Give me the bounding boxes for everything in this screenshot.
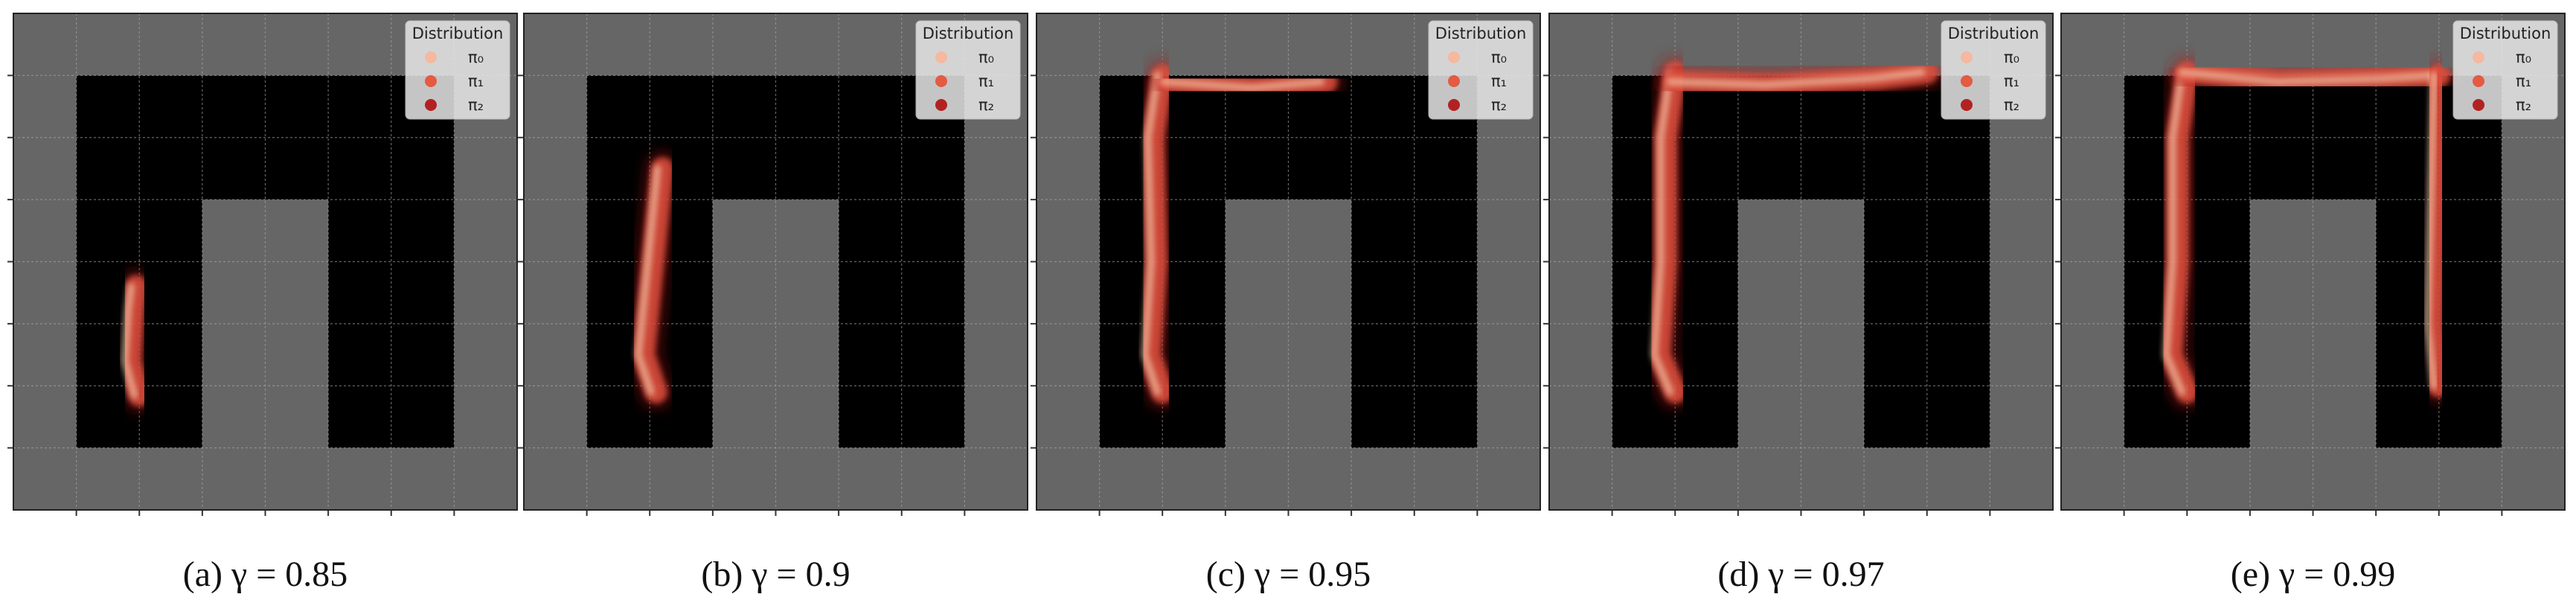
- caption: (a) γ = 0.85: [183, 555, 348, 594]
- legend-box: [2452, 20, 2558, 120]
- legend-label: π₁: [1491, 72, 1507, 90]
- trail-mid: [1138, 64, 1174, 403]
- legend-box: [405, 20, 510, 120]
- legend-label: π₀: [1491, 48, 1507, 66]
- legend-label: π₂: [2004, 96, 2019, 114]
- caption: (e) γ = 0.99: [2231, 555, 2396, 594]
- legend-title: Distribution: [412, 25, 504, 42]
- legend-marker: [425, 99, 437, 111]
- trail-light: [121, 282, 138, 399]
- maze-floor: [586, 75, 965, 448]
- legend-label: π₂: [1491, 96, 1507, 114]
- trail-light: [2423, 71, 2438, 390]
- legend-label: π₀: [2004, 48, 2019, 66]
- trail-mid: [118, 275, 151, 406]
- legend-label: π₁: [2004, 72, 2019, 90]
- legend-label: π₁: [468, 72, 484, 90]
- legend-label: π₁: [2516, 72, 2531, 90]
- frame: [1548, 13, 2054, 511]
- panel: Distribution π₀ π₁ π₂: [518, 13, 1028, 516]
- legend-marker: [425, 51, 437, 63]
- legend-box: [1428, 20, 1534, 120]
- legend-marker: [2473, 75, 2484, 87]
- frame: [523, 13, 1028, 511]
- frame: [1036, 13, 1541, 511]
- maze-floor: [2124, 75, 2502, 448]
- legend-title: Distribution: [1435, 25, 1527, 42]
- maze-floor: [1099, 75, 1478, 448]
- legend-label: π₀: [978, 48, 994, 66]
- legend-label: π₀: [2516, 48, 2531, 66]
- trail-mid: [632, 157, 674, 403]
- legend-marker: [2473, 51, 2484, 63]
- caption: (c) γ = 0.95: [1206, 555, 1371, 594]
- frame: [2060, 13, 2566, 511]
- legend-title: Distribution: [1948, 25, 2040, 42]
- legend-marker: [935, 99, 947, 111]
- maze-floor: [76, 75, 455, 448]
- trail-mid: [1648, 61, 1687, 403]
- legend-label: π₁: [978, 72, 994, 90]
- legend-marker: [2473, 99, 2484, 111]
- caption: (d) γ = 0.97: [1717, 555, 1884, 594]
- maze-floor: [1612, 75, 1990, 448]
- trail-mid: [2160, 61, 2199, 403]
- frame: [13, 13, 518, 511]
- legend-box: [915, 20, 1021, 120]
- legend-marker: [1961, 99, 1973, 111]
- trail-light: [1141, 71, 1162, 396]
- legend-label: π₂: [2516, 96, 2531, 114]
- legend-label: π₀: [468, 48, 484, 66]
- legend-marker: [425, 75, 437, 87]
- panel: Distribution π₀ π₁ π₂: [1031, 13, 1541, 516]
- trail-light: [2178, 68, 2438, 86]
- panel: Distribution π₀ π₁ π₂: [7, 13, 518, 516]
- trail-light: [1159, 77, 1325, 92]
- legend-marker: [935, 51, 947, 63]
- legend-marker: [1448, 75, 1460, 87]
- legend-label: π₂: [468, 96, 484, 114]
- legend-marker: [1961, 51, 1973, 63]
- caption: (b) γ = 0.9: [701, 555, 850, 594]
- legend-label: π₂: [978, 96, 994, 114]
- trail-light: [1666, 68, 1926, 89]
- panel: Distribution π₀ π₁ π₂: [1543, 13, 2054, 516]
- legend-marker: [1961, 75, 1973, 87]
- legend-marker: [1448, 99, 1460, 111]
- legend-title: Distribution: [923, 25, 1014, 42]
- trail-light: [2162, 68, 2186, 396]
- trail-mid: [2421, 64, 2450, 398]
- legend-box: [1941, 20, 2046, 120]
- legend-title: Distribution: [2460, 25, 2551, 42]
- legend-marker: [1448, 51, 1460, 63]
- panel: Distribution π₀ π₁ π₂: [2055, 13, 2566, 516]
- trail-light: [1650, 68, 1674, 396]
- trail-light: [635, 165, 661, 396]
- legend-marker: [935, 75, 947, 87]
